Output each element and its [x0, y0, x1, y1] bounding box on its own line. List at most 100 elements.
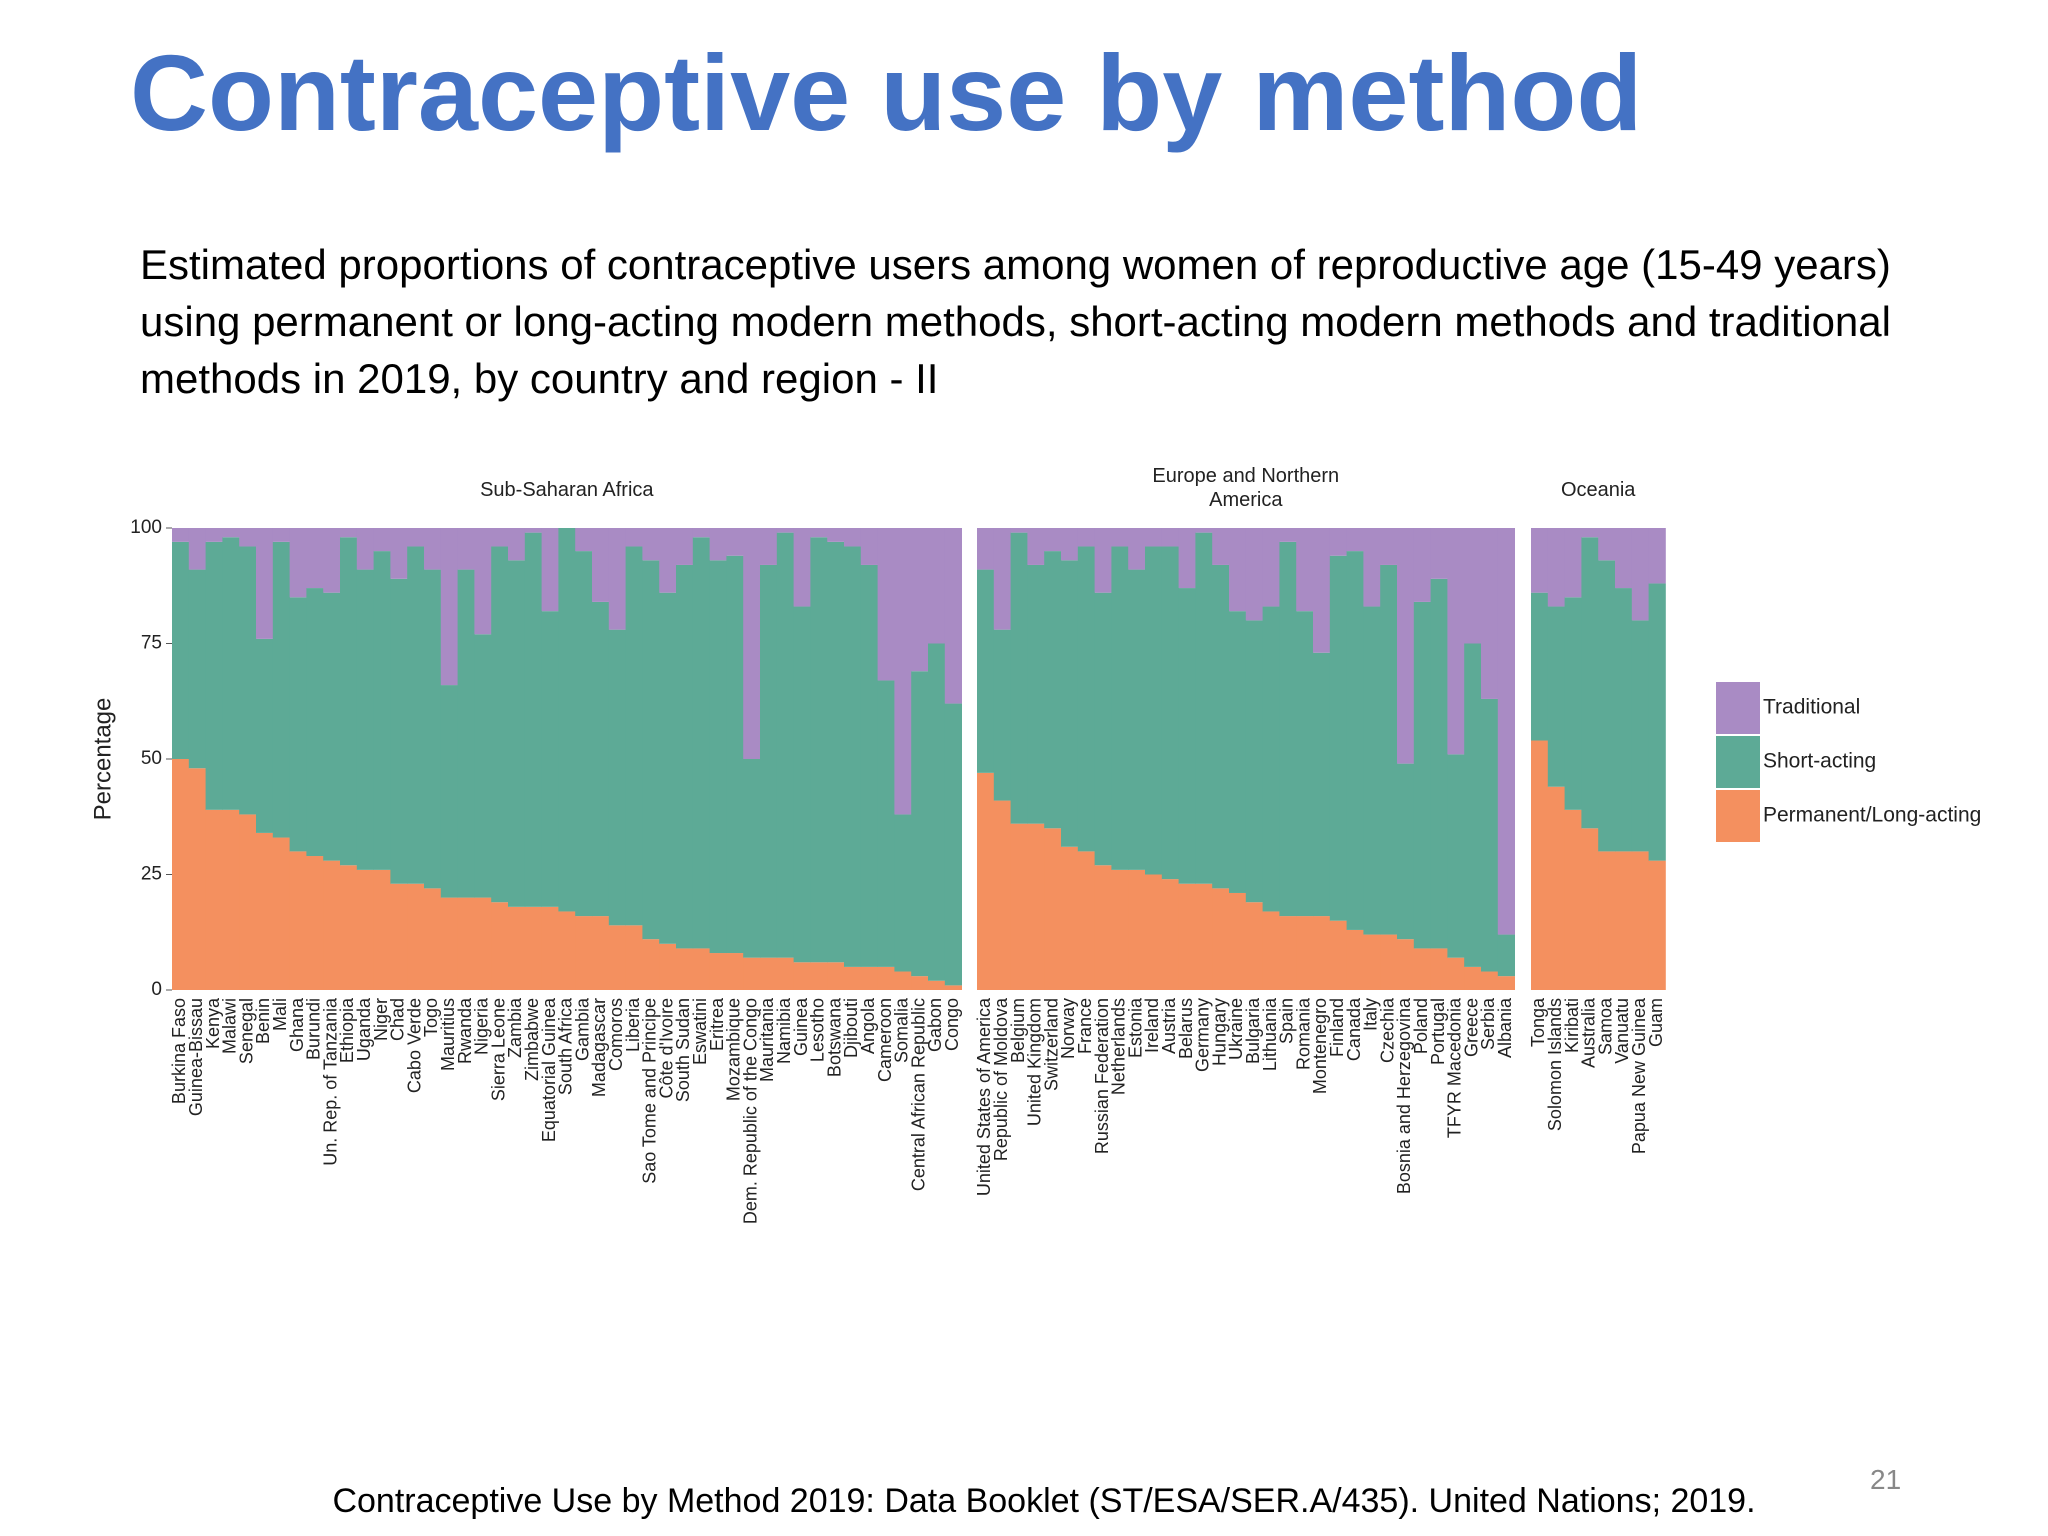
bar-segment: [1111, 546, 1129, 870]
bar-segment: [1027, 564, 1045, 824]
bar-segment: [1161, 528, 1179, 547]
bar-segment: [928, 643, 946, 981]
bar-segment: [1212, 564, 1230, 889]
bar-segment: [692, 537, 710, 949]
x-tick-label: Botswana: [824, 997, 844, 1077]
bar-segment: [993, 800, 1011, 990]
bar-segment: [356, 869, 374, 990]
bar-segment: [1027, 823, 1045, 990]
bar-segment: [1363, 934, 1381, 990]
bar-segment: [373, 869, 391, 990]
bar-segment: [205, 809, 223, 990]
x-tick-label: Gabon: [925, 998, 945, 1052]
bar-segment: [1229, 611, 1247, 893]
bar-segment: [239, 814, 257, 990]
bar-segment: [474, 634, 492, 898]
bar-segment: [1363, 606, 1381, 935]
bar-segment: [1061, 528, 1079, 561]
bar-segment: [1464, 643, 1482, 967]
y-tick-label: 75: [141, 633, 162, 654]
bar-segment: [1279, 541, 1297, 917]
x-tick-label: Ukraine: [1226, 998, 1246, 1060]
bar-segment: [844, 528, 862, 547]
bar-segment: [1061, 560, 1079, 847]
bar-segment: [1464, 528, 1482, 644]
x-tick-label: Vanuatu: [1612, 998, 1632, 1064]
bar-segment: [1648, 528, 1666, 584]
x-tick-label: Djibouti: [841, 998, 861, 1058]
bar-segment: [1413, 528, 1431, 602]
x-tick-label: Bosnia and Herzegovina: [1394, 997, 1414, 1194]
bar-segment: [760, 957, 778, 990]
bar-segment: [911, 528, 929, 672]
bar-segment: [323, 592, 341, 861]
x-tick-label: Switzerland: [1041, 998, 1061, 1091]
x-tick-label: United Kingdom: [1025, 998, 1045, 1126]
bar-segment: [491, 546, 509, 903]
bar-segment: [289, 597, 307, 852]
legend-swatch: [1716, 736, 1760, 788]
bar-segment: [323, 528, 341, 593]
x-tick-label: Kiribati: [1562, 998, 1582, 1053]
bar-segment: [508, 906, 526, 990]
bar-segment: [1245, 902, 1263, 990]
bar-segment: [440, 528, 458, 686]
bar-segment: [239, 528, 257, 547]
bar-segment: [508, 560, 526, 907]
bar-segment: [928, 528, 946, 644]
bar-segment: [188, 768, 206, 990]
x-tick-label: Dem. Republic of the Congo: [740, 998, 760, 1224]
bar-segment: [205, 528, 223, 542]
x-tick-label: Eritrea: [707, 997, 727, 1051]
bar-segment: [1346, 929, 1364, 990]
bar-segment: [1010, 532, 1028, 824]
bar-segment: [440, 897, 458, 990]
y-tick-label: 100: [130, 517, 162, 538]
page-number: 21: [1870, 1464, 1902, 1495]
bar-segment: [1547, 786, 1565, 990]
bar-segment: [1447, 528, 1465, 755]
bar-segment: [1178, 528, 1196, 589]
x-tick-label: Guinea: [791, 997, 811, 1056]
bar-segment: [1296, 611, 1314, 917]
bar-segment: [491, 528, 509, 547]
bar-segment: [1430, 578, 1448, 949]
bar-segment: [1077, 546, 1095, 852]
bar-segment: [239, 546, 257, 815]
bar-segment: [659, 592, 677, 944]
bar-segment: [1581, 528, 1599, 538]
x-tick-label: Australia: [1579, 997, 1599, 1068]
x-tick-label: United States of America: [974, 997, 994, 1196]
bar-segment: [524, 528, 542, 533]
bar-segment: [306, 588, 324, 857]
bar-segment: [1094, 592, 1112, 866]
bar-segment: [894, 971, 912, 990]
x-tick-label: Equatorial Guinea: [539, 997, 559, 1142]
bar-segment: [1547, 606, 1565, 787]
bar-segment: [625, 528, 643, 547]
bar-segment: [1329, 528, 1347, 556]
bar-segment: [1245, 620, 1263, 903]
bar-segment: [289, 851, 307, 990]
bar-segment: [340, 865, 358, 990]
bar-segment: [625, 925, 643, 990]
legend-label: Traditional: [1763, 696, 1860, 719]
x-tick-label: Nigeria: [472, 997, 492, 1055]
bar-segment: [1145, 546, 1163, 875]
x-tick-label: Romania: [1293, 997, 1313, 1070]
bar-segment: [1615, 528, 1633, 589]
x-tick-label: Belarus: [1176, 998, 1196, 1059]
bar-segment: [424, 569, 442, 889]
bar-segment: [356, 569, 374, 870]
bar-segment: [1313, 916, 1331, 990]
bar-segment: [1481, 971, 1499, 990]
x-tick-label: Estonia: [1125, 997, 1145, 1058]
bar-segment: [1161, 546, 1179, 880]
bar-segment: [692, 528, 710, 538]
bar-segment: [1581, 828, 1599, 990]
bar-segment: [592, 528, 610, 602]
source-citation: Contraceptive Use by Method 2019: Data B…: [332, 1482, 1756, 1520]
bar-segment: [1128, 528, 1146, 570]
x-tick-label: Mauritania: [757, 997, 777, 1082]
